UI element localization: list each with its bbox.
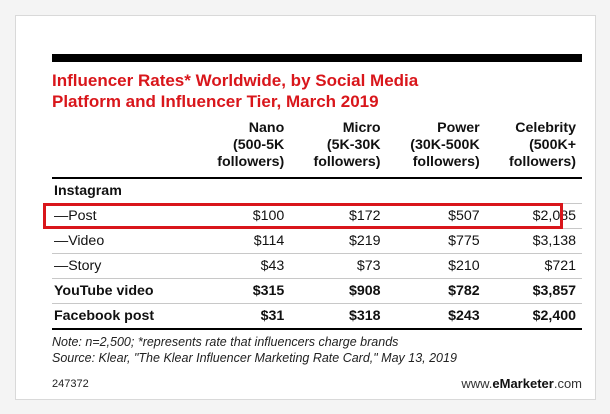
column-header-name: Power xyxy=(437,120,480,136)
title-bar xyxy=(52,54,582,62)
row-label: —Story xyxy=(52,253,194,279)
table-row: Facebook post $31 $318 $243 $2,400 xyxy=(52,303,582,330)
column-header-sub: followers) xyxy=(313,154,381,170)
chart-title-line2: Platform and Influencer Tier, March 2019 xyxy=(52,92,379,111)
table-cell: $2,085 xyxy=(485,203,582,229)
chart-title: Influencer Rates* Worldwide, by Social M… xyxy=(52,70,582,112)
column-header-celebrity: Celebrity (500K+ followers) xyxy=(485,120,582,179)
brand-logo: www.eMarketer.com xyxy=(461,376,582,391)
table-row: —Story $43 $73 $210 $721 xyxy=(52,253,582,279)
table-cell: $172 xyxy=(290,203,387,229)
row-label: YouTube video xyxy=(52,278,194,304)
table-header-row: Nano (500-5K followers) Micro (5K-30K fo… xyxy=(52,120,582,179)
column-header-name: Micro xyxy=(342,120,381,136)
table-cell: $43 xyxy=(194,253,291,279)
table-cell: $315 xyxy=(194,278,291,304)
column-header-sub: (5K-30K xyxy=(326,137,381,153)
source-text: Source: Klear, "The Klear Influencer Mar… xyxy=(52,351,457,365)
column-header-sub: (500K+ xyxy=(529,137,576,153)
column-header-sub: followers) xyxy=(217,154,285,170)
table-cell: $31 xyxy=(194,303,291,330)
table-cell: $100 xyxy=(194,203,291,229)
column-header-sub: followers) xyxy=(508,154,576,170)
brand-name: eMarketer xyxy=(492,376,554,391)
table-cell: $775 xyxy=(386,228,486,254)
section-label: Instagram xyxy=(52,178,582,204)
table-cell: $219 xyxy=(290,228,387,254)
section-row-instagram: Instagram xyxy=(52,178,582,204)
column-header-micro: Micro (5K-30K followers) xyxy=(290,120,387,179)
brand-suffix: .com xyxy=(553,376,582,391)
brand-prefix: www. xyxy=(461,376,493,391)
column-header-name: Celebrity xyxy=(515,120,576,136)
table-row: —Video $114 $219 $775 $3,138 xyxy=(52,228,582,254)
table-cell: $782 xyxy=(386,278,486,304)
note-text: Note: n=2,500; *represents rate that inf… xyxy=(52,335,399,349)
column-header-sub: (500-5K xyxy=(233,137,285,153)
column-header-nano: Nano (500-5K followers) xyxy=(194,120,291,179)
chart-frame: Influencer Rates* Worldwide, by Social M… xyxy=(15,15,596,400)
table-cell: $2,400 xyxy=(485,303,582,330)
column-header-name: Nano xyxy=(248,120,285,136)
row-label: Facebook post xyxy=(52,303,194,330)
table-cell: $3,857 xyxy=(485,278,582,304)
table-cell: $507 xyxy=(386,203,486,229)
table-cell: $243 xyxy=(386,303,486,330)
rates-table: Nano (500-5K followers) Micro (5K-30K fo… xyxy=(52,120,582,330)
column-header-power: Power (30K-500K followers) xyxy=(386,120,486,179)
table-row: YouTube video $315 $908 $782 $3,857 xyxy=(52,278,582,304)
column-header-sub: (30K-500K xyxy=(410,137,480,153)
chart-id: 247372 xyxy=(52,378,89,390)
table-cell: $3,138 xyxy=(485,228,582,254)
table-cell: $318 xyxy=(290,303,387,330)
table-cell: $721 xyxy=(485,253,582,279)
table-cell: $908 xyxy=(290,278,387,304)
column-header-sub: followers) xyxy=(412,154,480,170)
row-label: —Post xyxy=(52,203,194,229)
table-cell: $210 xyxy=(386,253,486,279)
header-empty xyxy=(52,120,194,179)
row-label: —Video xyxy=(52,228,194,254)
table-cell: $114 xyxy=(194,228,291,254)
chart-footer: 247372 www.eMarketer.com xyxy=(52,374,582,394)
table-cell: $73 xyxy=(290,253,387,279)
table-row: —Post $100 $172 $507 $2,085 xyxy=(52,203,582,229)
chart-title-line1: Influencer Rates* Worldwide, by Social M… xyxy=(52,71,419,90)
chart-card: Influencer Rates* Worldwide, by Social M… xyxy=(52,54,582,394)
chart-notes: Note: n=2,500; *represents rate that inf… xyxy=(52,334,582,366)
